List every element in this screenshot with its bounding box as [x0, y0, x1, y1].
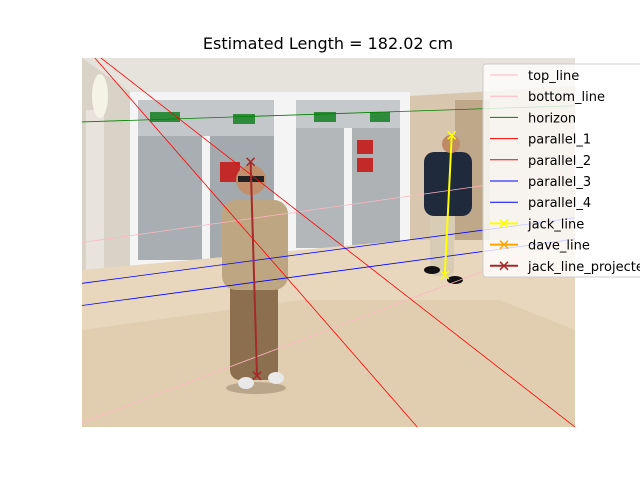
series-parallel-1 [100, 58, 575, 427]
legend-label-jack-line-projected: jack_line_projected [527, 260, 640, 275]
legend-entry-parallel-3: parallel_3 [490, 175, 591, 190]
legend-label-parallel-2: parallel_2 [528, 154, 591, 169]
legend-frame [482, 63, 640, 278]
legend-label-parallel-4: parallel_4 [528, 196, 591, 211]
legend-label-bottom-line: bottom_line [528, 90, 605, 105]
series-jack-line-point-0 [447, 130, 457, 140]
legend-marker-dave-line [499, 240, 509, 250]
overlay-markers [246, 130, 457, 381]
legend-label-top-line: top_line [528, 69, 579, 84]
series-jack-line-projected [249, 161, 259, 376]
legend-marker-jack-line [499, 218, 509, 228]
legend-label-parallel-3: parallel_3 [528, 175, 591, 190]
legend-entry-jack-line: jack_line [490, 217, 584, 232]
legend-marker-jack-line-projected [499, 261, 509, 271]
legend-entry-parallel-2: parallel_2 [490, 154, 591, 169]
series-parallel-2 [94, 58, 418, 427]
series-jack-line-projected-point-0 [246, 157, 256, 167]
legend-entry-top-line: top_line [490, 69, 579, 84]
legend-label-horizon: horizon [528, 111, 576, 126]
series-jack-line [443, 135, 453, 276]
legend-entry-parallel-1: parallel_1 [490, 133, 591, 148]
legend-label-parallel-1: parallel_1 [528, 133, 591, 148]
legend-label-jack-line: jack_line [527, 217, 584, 232]
series-jack-line-projected-point-1 [252, 371, 262, 381]
legend-entry-bottom-line: bottom_line [490, 90, 605, 105]
series-jack-line-point-1 [440, 270, 450, 280]
legend-entry-jack-line-projected: jack_line_projected [490, 260, 640, 275]
legend-entry-dave-line: dave_line [490, 239, 590, 254]
legend-entry-horizon: horizon [490, 111, 576, 126]
chart-title: Estimated Length = 182.02 cm [203, 34, 453, 53]
legend-label-dave-line: dave_line [528, 239, 590, 254]
legend-entry-parallel-4: parallel_4 [490, 196, 591, 211]
